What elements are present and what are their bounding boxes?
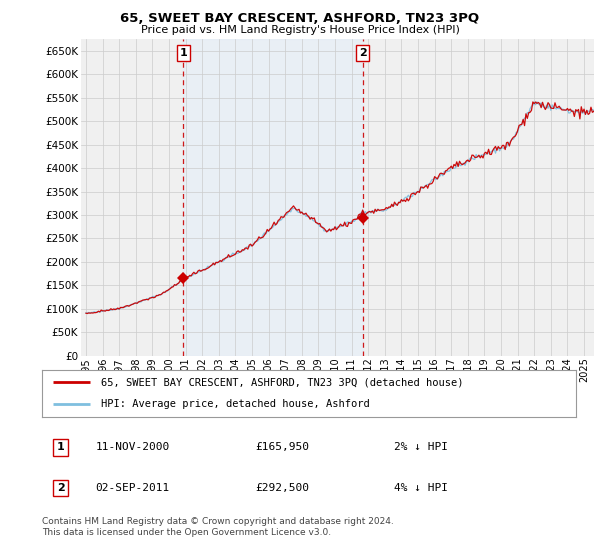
Text: £165,950: £165,950: [256, 442, 310, 452]
Text: 2: 2: [57, 483, 65, 493]
Text: 11-NOV-2000: 11-NOV-2000: [95, 442, 170, 452]
Text: 4% ↓ HPI: 4% ↓ HPI: [394, 483, 448, 493]
Text: 02-SEP-2011: 02-SEP-2011: [95, 483, 170, 493]
Text: HPI: Average price, detached house, Ashford: HPI: Average price, detached house, Ashf…: [101, 399, 370, 409]
Text: 1: 1: [57, 442, 65, 452]
Text: Contains HM Land Registry data © Crown copyright and database right 2024.
This d: Contains HM Land Registry data © Crown c…: [42, 517, 394, 537]
Text: 2% ↓ HPI: 2% ↓ HPI: [394, 442, 448, 452]
Text: 2: 2: [359, 48, 367, 58]
Text: 65, SWEET BAY CRESCENT, ASHFORD, TN23 3PQ: 65, SWEET BAY CRESCENT, ASHFORD, TN23 3P…: [121, 12, 479, 25]
Text: £292,500: £292,500: [256, 483, 310, 493]
Text: 65, SWEET BAY CRESCENT, ASHFORD, TN23 3PQ (detached house): 65, SWEET BAY CRESCENT, ASHFORD, TN23 3P…: [101, 377, 463, 388]
Text: Price paid vs. HM Land Registry's House Price Index (HPI): Price paid vs. HM Land Registry's House …: [140, 25, 460, 35]
Text: 1: 1: [179, 48, 187, 58]
Bar: [184, 39, 363, 356]
